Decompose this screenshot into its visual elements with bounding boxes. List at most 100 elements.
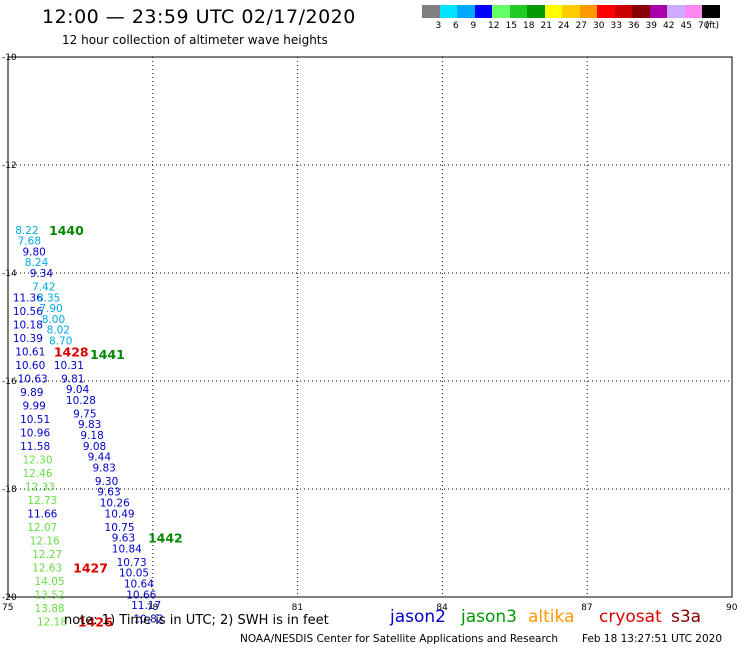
legend-swatch	[474, 5, 492, 18]
pass-time-label: 1440	[49, 223, 84, 238]
mission-jason2: jason2	[390, 607, 446, 627]
pass-time-label: 1442	[148, 531, 183, 546]
wave-height-label: 8.70	[49, 336, 72, 348]
map-title: 12:00 — 23:59 UTC 02/17/2020	[42, 6, 356, 28]
wave-height-label: 9.18	[80, 430, 103, 442]
legend-swatch	[579, 5, 597, 18]
legend-label: 3	[435, 21, 442, 31]
wave-height-label: 12.18	[37, 616, 67, 628]
wave-height-label: 12.16	[30, 535, 60, 547]
mission-altika: altika	[528, 607, 575, 627]
legend-swatch	[667, 5, 685, 18]
legend-label: 30	[593, 21, 605, 31]
wave-height-label: 12.33	[25, 481, 55, 493]
wave-height-label: 7.90	[39, 303, 62, 315]
legend-swatch	[422, 5, 440, 18]
wave-height-label: 9.08	[83, 441, 106, 453]
legend-swatch	[544, 5, 562, 18]
legend-label: 6	[453, 21, 459, 31]
legend-label: 45	[680, 21, 692, 31]
wave-height-label: 9.34	[30, 268, 54, 280]
wave-height-label: 12.46	[22, 468, 52, 480]
legend-label: 18	[523, 21, 535, 31]
wave-height-label: 12.27	[32, 549, 62, 561]
legend-label: 36	[628, 21, 640, 31]
wave-height-label: 10.05	[119, 568, 149, 580]
footer-timestamp: Feb 18 13:27:51 UTC 2020	[582, 633, 722, 645]
pass-time-label: 1428	[54, 344, 89, 359]
mission-s3a: s3a	[671, 607, 702, 627]
wave-height-label: 10.84	[112, 543, 142, 555]
x-tick-label: 87	[581, 603, 592, 613]
legend-unit: (ft)	[705, 21, 720, 31]
legend-label: 33	[610, 21, 622, 31]
wave-height-label: 10.75	[105, 522, 135, 534]
legend-label: 21	[540, 21, 552, 31]
wave-height-label: 9.99	[22, 400, 45, 412]
wave-height-label: 10.18	[13, 319, 43, 331]
wave-height-label: 11.36	[13, 292, 43, 304]
wave-height-label: 9.63	[112, 533, 135, 545]
legend-label: 24	[558, 21, 570, 31]
legend-label: 70	[698, 21, 710, 31]
wave-height-label: 10.39	[13, 333, 43, 345]
wave-height-label: 8.24	[25, 257, 49, 269]
x-tick-label: 78	[147, 603, 159, 613]
map-frame	[7, 56, 733, 598]
wave-height-label: 13.88	[35, 603, 65, 615]
legend-swatch	[509, 5, 527, 18]
wave-height-label: 11.66	[27, 508, 57, 520]
wave-height-label: 7.68	[18, 236, 41, 248]
footer-credit: NOAA/NESDIS Center for Satellite Applica…	[240, 633, 558, 645]
wave-height-label: 9.75	[73, 408, 96, 420]
wave-height-label: 9.80	[22, 246, 45, 258]
legend-label: 39	[645, 21, 657, 31]
wave-height-label: 10.64	[124, 579, 154, 591]
wave-height-label: 9.83	[78, 419, 101, 431]
wave-height-label: 10.56	[13, 306, 43, 318]
wave-height-label: 10.63	[18, 373, 48, 385]
wave-height-label: 12.63	[32, 562, 62, 574]
legend-swatch	[597, 5, 615, 18]
wave-height-label: 10.49	[105, 508, 135, 520]
y-tick-label: -14	[2, 269, 17, 279]
legend-swatch	[562, 5, 580, 18]
wave-height-label: 10.60	[15, 360, 45, 372]
wave-height-label: 9.89	[20, 387, 43, 399]
y-tick-label: -12	[2, 161, 17, 171]
wave-height-label: 9.30	[95, 476, 118, 488]
x-tick-label: 75	[2, 603, 13, 613]
legend-swatch	[649, 5, 667, 18]
wave-height-label: 12.30	[22, 454, 52, 466]
legend-label: 15	[505, 21, 517, 31]
wave-height-label: 10.96	[20, 427, 50, 439]
y-tick-label: -16	[2, 377, 17, 387]
wave-height-label: 14.05	[35, 576, 65, 588]
wave-height-label: 9.44	[88, 452, 112, 464]
pass-time-label: 1441	[90, 347, 125, 362]
wave-height-label: 8.22	[15, 225, 38, 237]
y-tick-label: -10	[2, 53, 17, 63]
x-tick-label: 81	[292, 603, 303, 613]
x-tick-label: 90	[726, 603, 738, 613]
wave-height-label: 12.73	[27, 495, 57, 507]
wave-height-label: 12.07	[27, 522, 57, 534]
legend-label: 9	[470, 21, 477, 31]
wave-height-label: 9.04	[66, 384, 90, 396]
wave-height-label: 13.52	[35, 589, 65, 601]
legend-swatch	[702, 5, 720, 18]
legend-swatch	[684, 5, 702, 18]
wave-height-label: 9.83	[92, 462, 115, 474]
x-tick-label: 84	[436, 603, 448, 613]
map-subtitle: 12 hour collection of altimeter wave hei…	[62, 33, 328, 47]
mission-jason3: jason3	[461, 607, 517, 627]
legend-label: 12	[488, 21, 500, 31]
y-tick-label: -20	[2, 593, 17, 603]
wave-height-label: 11.58	[20, 441, 50, 453]
wave-height-label: 9.63	[97, 487, 120, 499]
legend-swatch	[632, 5, 650, 18]
wave-height-label: 10.26	[100, 498, 130, 510]
wave-height-label: 8.02	[47, 325, 70, 337]
wave-height-label: 10.28	[66, 395, 96, 407]
